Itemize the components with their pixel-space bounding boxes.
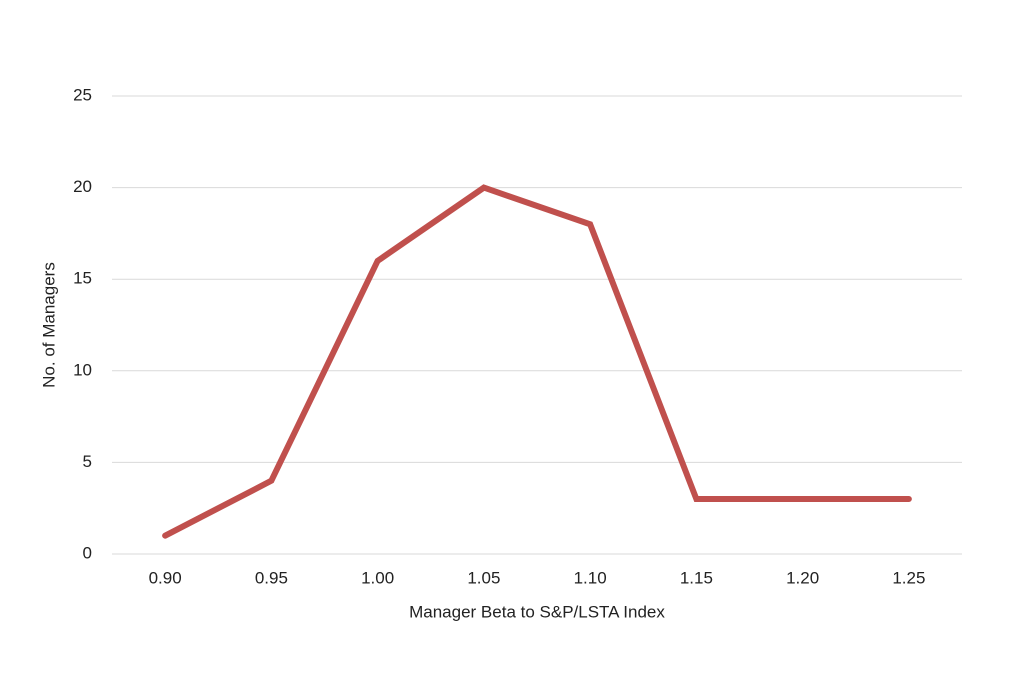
x-axis-title: Manager Beta to S&P/LSTA Index xyxy=(409,602,665,621)
y-axis-title: No. of Managers xyxy=(39,262,58,388)
y-tick-label: 0 xyxy=(83,543,92,562)
y-tick-label: 20 xyxy=(73,177,92,196)
x-tick-label: 1.20 xyxy=(786,568,819,587)
x-tick-label: 1.10 xyxy=(574,568,607,587)
x-tick-label: 1.05 xyxy=(467,568,500,587)
y-tick-label: 15 xyxy=(73,269,92,288)
data-line xyxy=(162,184,912,539)
x-tick-label: 1.25 xyxy=(892,568,925,587)
y-tick-label: 5 xyxy=(83,452,92,471)
x-tick-label: 1.00 xyxy=(361,568,394,587)
y-tick-label: 10 xyxy=(73,360,92,379)
x-tick-label: 0.95 xyxy=(255,568,288,587)
x-tick-label: 1.15 xyxy=(680,568,713,587)
x-tick-label: 0.90 xyxy=(149,568,182,587)
y-tick-label: 25 xyxy=(73,85,92,104)
